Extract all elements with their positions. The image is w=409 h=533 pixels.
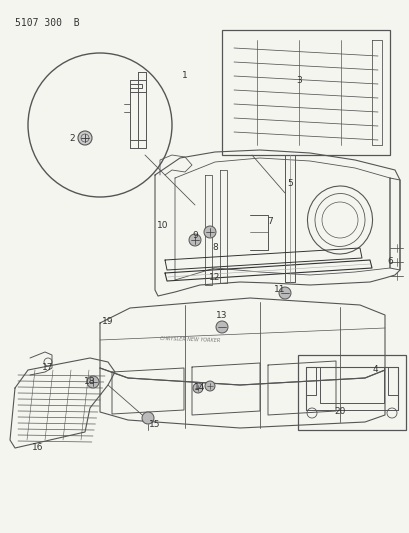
Text: CHRYSLER NEW YORKER: CHRYSLER NEW YORKER — [160, 336, 220, 344]
Text: 3: 3 — [295, 76, 301, 85]
Text: 13: 13 — [216, 311, 227, 319]
Circle shape — [142, 412, 154, 424]
Text: 9: 9 — [192, 230, 198, 239]
Text: 19: 19 — [102, 318, 113, 327]
Text: 2: 2 — [69, 133, 74, 142]
Circle shape — [216, 321, 227, 333]
Text: 5: 5 — [286, 179, 292, 188]
Text: 15: 15 — [149, 421, 160, 430]
Text: 17: 17 — [42, 364, 54, 373]
Bar — [221, 30, 389, 155]
Text: 7: 7 — [267, 217, 272, 227]
Text: 5107 300  B: 5107 300 B — [15, 18, 79, 28]
Bar — [297, 355, 405, 430]
Text: 6: 6 — [386, 257, 392, 266]
Text: 20: 20 — [333, 408, 345, 416]
Circle shape — [78, 131, 92, 145]
Text: 1: 1 — [182, 70, 187, 79]
Circle shape — [278, 287, 290, 299]
Text: 14: 14 — [194, 384, 205, 392]
Circle shape — [193, 383, 202, 393]
Text: 11: 11 — [274, 286, 285, 295]
Circle shape — [204, 381, 214, 391]
Circle shape — [87, 376, 99, 388]
Text: 18: 18 — [84, 377, 96, 386]
Text: 4: 4 — [371, 366, 377, 375]
Circle shape — [189, 234, 200, 246]
Text: 10: 10 — [157, 221, 169, 230]
Circle shape — [204, 226, 216, 238]
Text: 16: 16 — [32, 443, 44, 453]
Text: 12: 12 — [209, 273, 220, 282]
Text: 8: 8 — [211, 244, 217, 253]
